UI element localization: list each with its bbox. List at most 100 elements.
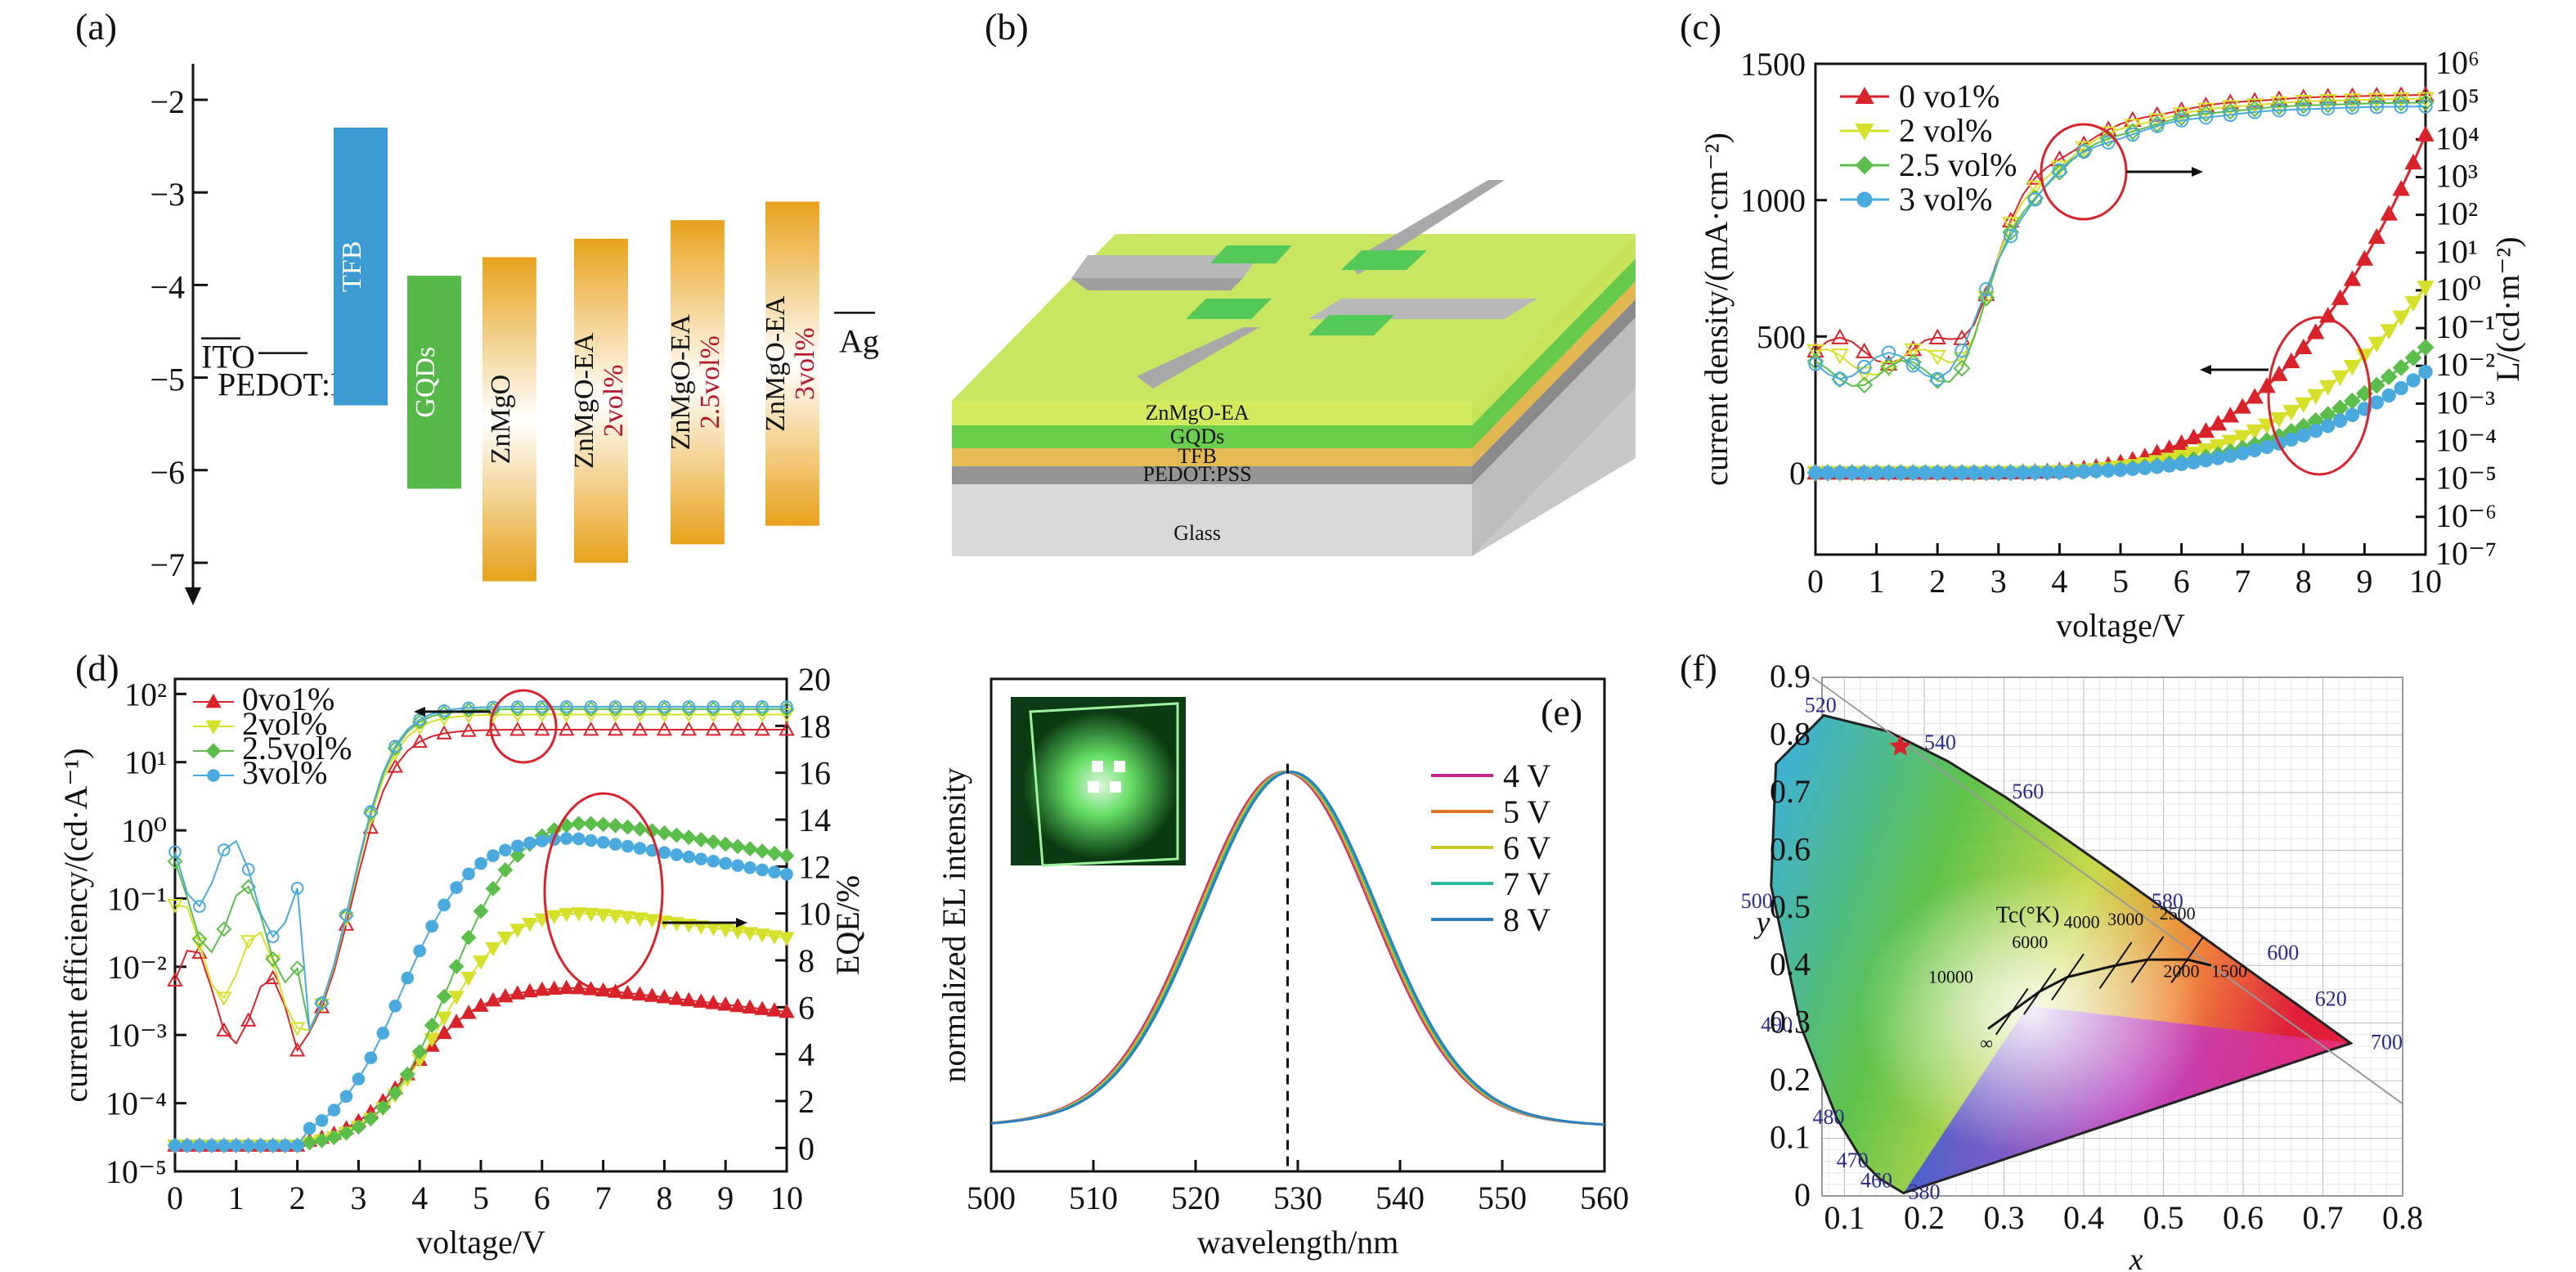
- a-y-tick-label: −5: [150, 362, 185, 398]
- d-eqe-point: [509, 985, 526, 1000]
- d-ce-point: [462, 701, 475, 715]
- d-eqe-point: [719, 856, 733, 870]
- c-lum-point: [1953, 359, 1971, 377]
- c-current-point: [2380, 205, 2398, 221]
- e-x-tick-label: 530: [1273, 1180, 1322, 1216]
- d-y2-tick-label: 2: [798, 1083, 815, 1120]
- c-current-point: [2418, 365, 2433, 380]
- d-eqe-point: [497, 932, 514, 946]
- c-current-point: [2392, 310, 2410, 326]
- pedot-side: [1472, 299, 1636, 484]
- a-bar-5: [765, 201, 819, 526]
- d-legend-marker: [207, 769, 220, 782]
- c-lum-point: [2221, 102, 2239, 120]
- d-eqe-point: [473, 955, 489, 970]
- d-eqe-point: [290, 1139, 304, 1153]
- c-current-point: [2295, 397, 2313, 414]
- c-lum-point: [1977, 289, 1995, 307]
- d-ce-point: [339, 908, 354, 924]
- c-lum-point: [2050, 164, 2068, 181]
- d-eqe-point: [522, 982, 538, 998]
- d-eqe-point: [205, 1139, 218, 1153]
- f-planck-temp: 10000: [1928, 966, 1973, 987]
- d-eqe-point: [717, 836, 734, 852]
- d-ce-point: [536, 700, 549, 713]
- d-eqe-point: [473, 997, 489, 1012]
- c-lum-line-3: [1815, 105, 2426, 380]
- d-eqe-point: [241, 1139, 255, 1153]
- d-eqe-point: [584, 834, 598, 847]
- d-eqe-point: [376, 1027, 390, 1040]
- d-ylabel: current efficiency/(cd·A⁻¹): [57, 748, 94, 1102]
- a-bar-sub-5: 3vol%: [790, 327, 820, 400]
- electrode-1: [1071, 278, 1243, 290]
- d-eqe-point: [754, 928, 770, 943]
- c-current-point: [2332, 413, 2348, 428]
- c-current-point: [2369, 395, 2384, 410]
- d-ce-point: [289, 1022, 306, 1036]
- c-x-tick-label: 3: [1990, 563, 2007, 600]
- c-current-point: [2392, 358, 2410, 376]
- c-lum-point: [2246, 92, 2264, 108]
- panel-label-d: (d): [75, 647, 119, 689]
- d-eqe-point: [401, 971, 415, 985]
- d-eqe-point: [364, 1051, 378, 1064]
- znmgo-side: [1472, 234, 1636, 425]
- d-eqe-point: [559, 908, 575, 923]
- d-eqe-point: [680, 991, 698, 1007]
- d-ce-point: [729, 721, 746, 736]
- d-eqe-point: [608, 817, 623, 834]
- c-current-point: [2417, 281, 2435, 297]
- c-legend-label: 3 vol%: [1899, 181, 1992, 218]
- f-planck-temp: 1500: [2211, 960, 2247, 981]
- c-current-point: [2344, 392, 2361, 410]
- f-x-tick-label: 0.1: [1824, 1199, 1865, 1236]
- d-eqe-point: [705, 834, 721, 850]
- d-eqe-point: [631, 986, 648, 1001]
- c-current-point: [2367, 336, 2386, 353]
- c-current-point: [1808, 465, 1823, 480]
- c-x-tick-label: 1: [1869, 563, 1885, 600]
- c-current-point: [2027, 465, 2043, 480]
- d-eqe-point: [582, 907, 599, 923]
- c-current-point: [2380, 368, 2398, 385]
- c-y2-tick-label: 10⁶: [2435, 44, 2480, 81]
- f-planck-temp: 2000: [2164, 960, 2200, 981]
- d-eqe-point: [474, 856, 487, 870]
- c-current-point: [2394, 380, 2408, 396]
- e-x-tick-label: 540: [1376, 1180, 1425, 1216]
- d-eqe-point: [644, 914, 661, 928]
- d-eqe-point: [352, 1072, 366, 1085]
- e-chart: 500 510 520 530 540 550 560 wavelength/nm normal…: [936, 677, 1629, 1261]
- d-ce-point: [779, 721, 795, 736]
- c-x-tick-label: 9: [2356, 563, 2372, 600]
- d-eqe-line-2: [175, 822, 788, 1147]
- c-current-point: [2318, 380, 2337, 396]
- f-wavelength-label: 620: [2315, 987, 2347, 1011]
- e-inset-pixel: [1088, 781, 1099, 793]
- c-current-point: [2258, 377, 2276, 393]
- c-current-point: [1930, 465, 1945, 480]
- d-y2-tick-label: 8: [798, 942, 815, 979]
- d-eqe-point: [743, 861, 756, 874]
- d-eqe-point: [656, 989, 673, 1004]
- d-ce-point: [313, 998, 330, 1013]
- d-eqe-point: [583, 816, 599, 832]
- f-x-tick-label: 0.7: [2303, 1199, 2344, 1236]
- c-lum-point: [1856, 376, 1874, 394]
- c-current-point: [2076, 464, 2091, 479]
- d-eqe-point: [621, 839, 635, 853]
- c-current-point: [1857, 465, 1872, 480]
- electrode-4: [1137, 327, 1259, 389]
- d-x-tick-label: 8: [656, 1180, 672, 1216]
- a-y-tick-label: −6: [150, 454, 185, 491]
- d-ce-point: [314, 996, 330, 1012]
- f-wavelength-label: 490: [1761, 1013, 1793, 1036]
- c-current-point: [2198, 453, 2214, 468]
- e-legend-label: 8 V: [1503, 901, 1551, 938]
- e-inset-pixel: [1114, 761, 1125, 772]
- electrode-3: [1308, 299, 1537, 319]
- a-bar-1: [407, 276, 461, 489]
- d-eqe-point: [413, 944, 427, 958]
